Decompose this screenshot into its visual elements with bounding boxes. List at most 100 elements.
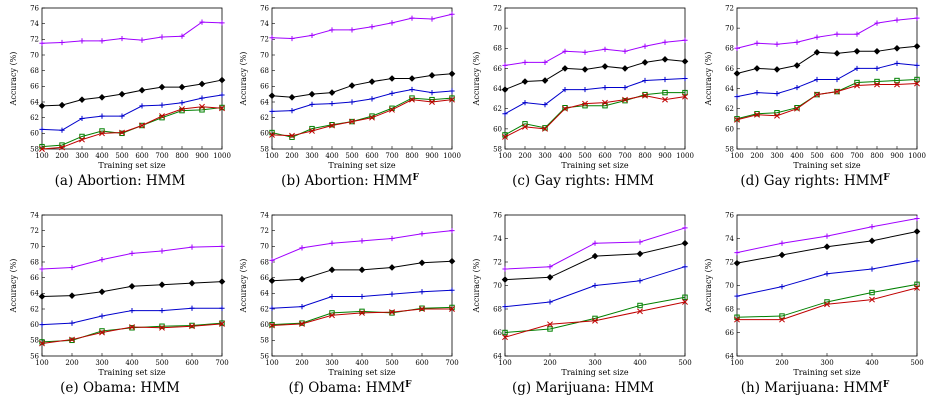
data-point — [622, 97, 628, 104]
x-tick-label: 800 — [405, 152, 418, 160]
data-point — [189, 244, 195, 250]
data-point — [813, 49, 821, 56]
y-tick-label: 76 — [493, 211, 502, 219]
data-point — [581, 66, 589, 73]
y-tick-label: 74 — [260, 20, 269, 28]
x-axis-label: Training set size — [98, 368, 165, 377]
y-tick-label: 76 — [260, 4, 269, 12]
x-tick-label: 400 — [790, 152, 803, 160]
data-point — [418, 259, 426, 267]
x-tick-label: 700 — [155, 152, 168, 160]
data-point — [309, 101, 315, 107]
data-point — [369, 24, 375, 30]
x-tick-label: 100 — [35, 152, 48, 160]
data-point — [99, 38, 105, 44]
data-point — [824, 233, 830, 239]
data-point — [388, 264, 396, 271]
data-point — [429, 16, 435, 22]
data-point — [188, 279, 196, 287]
data-point — [129, 307, 135, 314]
x-tick-label: 400 — [633, 359, 646, 367]
series-line — [271, 289, 453, 309]
data-point — [779, 284, 785, 290]
data-point — [269, 35, 275, 41]
y-tick-label: 64 — [260, 290, 269, 298]
y-tick-label: 68 — [725, 305, 734, 313]
y-axis-label: Accuracy (%) — [472, 52, 481, 107]
y-tick-label: 70 — [725, 25, 734, 33]
y-axis-label: Accuracy (%) — [704, 259, 713, 314]
series-line — [736, 283, 918, 318]
x-tick-label: 1000 — [443, 152, 461, 160]
series-line — [271, 13, 453, 40]
data-point — [547, 299, 553, 305]
y-tick-label: 64 — [725, 352, 734, 360]
data-point — [914, 258, 920, 264]
data-point — [69, 264, 75, 271]
x-tick-label: 800 — [870, 152, 883, 160]
x-tick-label: 200 — [543, 359, 556, 367]
data-point — [854, 82, 860, 89]
data-point — [129, 324, 135, 330]
data-point — [38, 102, 46, 110]
data-point — [681, 58, 689, 65]
data-point — [546, 273, 554, 281]
data-point — [592, 317, 598, 324]
x-tick-label: 1000 — [908, 152, 926, 160]
series-line — [736, 83, 918, 121]
data-point — [541, 77, 549, 84]
data-point — [299, 245, 305, 251]
data-point — [68, 292, 76, 299]
data-point — [773, 66, 781, 73]
y-tick-label: 58 — [30, 145, 39, 153]
x-tick-label: 600 — [365, 152, 378, 160]
y-tick-label: 60 — [260, 321, 269, 329]
data-point — [328, 266, 336, 274]
data-point — [591, 252, 599, 260]
data-point — [834, 31, 840, 37]
data-point — [774, 112, 780, 119]
data-point — [138, 86, 146, 94]
x-tick-label: 400 — [125, 359, 138, 367]
data-point — [662, 76, 668, 83]
series-line — [504, 242, 686, 281]
data-point — [522, 121, 528, 127]
data-point — [59, 39, 65, 46]
data-point — [359, 309, 365, 316]
y-tick-label: 70 — [260, 243, 269, 251]
y-tick-label: 68 — [493, 305, 502, 313]
data-point — [189, 322, 195, 329]
data-point — [547, 264, 553, 270]
y-tick-label: 58 — [493, 145, 502, 153]
data-point — [913, 42, 921, 50]
data-point — [369, 96, 375, 102]
data-point — [621, 65, 629, 72]
data-point — [39, 340, 45, 347]
data-point — [602, 46, 608, 52]
x-axis-label: Training set size — [328, 161, 395, 170]
series-line — [41, 245, 223, 270]
data-point — [824, 271, 830, 277]
y-tick-label: 76 — [725, 211, 734, 219]
data-point — [754, 111, 760, 117]
y-tick-label: 56 — [260, 352, 269, 360]
data-point — [834, 88, 840, 95]
data-point — [914, 215, 920, 222]
y-tick-label: 64 — [493, 352, 502, 360]
data-point — [636, 250, 644, 258]
chart-panel: 56 58 60 62 64 66 68 70 72 74 100 200 300 400 500 600 70… — [9, 211, 229, 396]
plot-frame — [271, 214, 453, 357]
data-point — [428, 72, 436, 79]
data-point — [592, 282, 598, 289]
data-point — [582, 100, 588, 107]
data-point — [814, 76, 820, 83]
data-point — [868, 237, 876, 245]
data-point — [833, 50, 841, 57]
data-point — [368, 78, 376, 85]
data-point — [449, 96, 455, 103]
plot-frame — [41, 7, 223, 150]
data-point — [159, 307, 165, 314]
data-point — [622, 84, 628, 91]
panel-caption: (d) Gay rights: HMMF — [740, 173, 890, 189]
y-tick-label: 62 — [260, 114, 269, 122]
